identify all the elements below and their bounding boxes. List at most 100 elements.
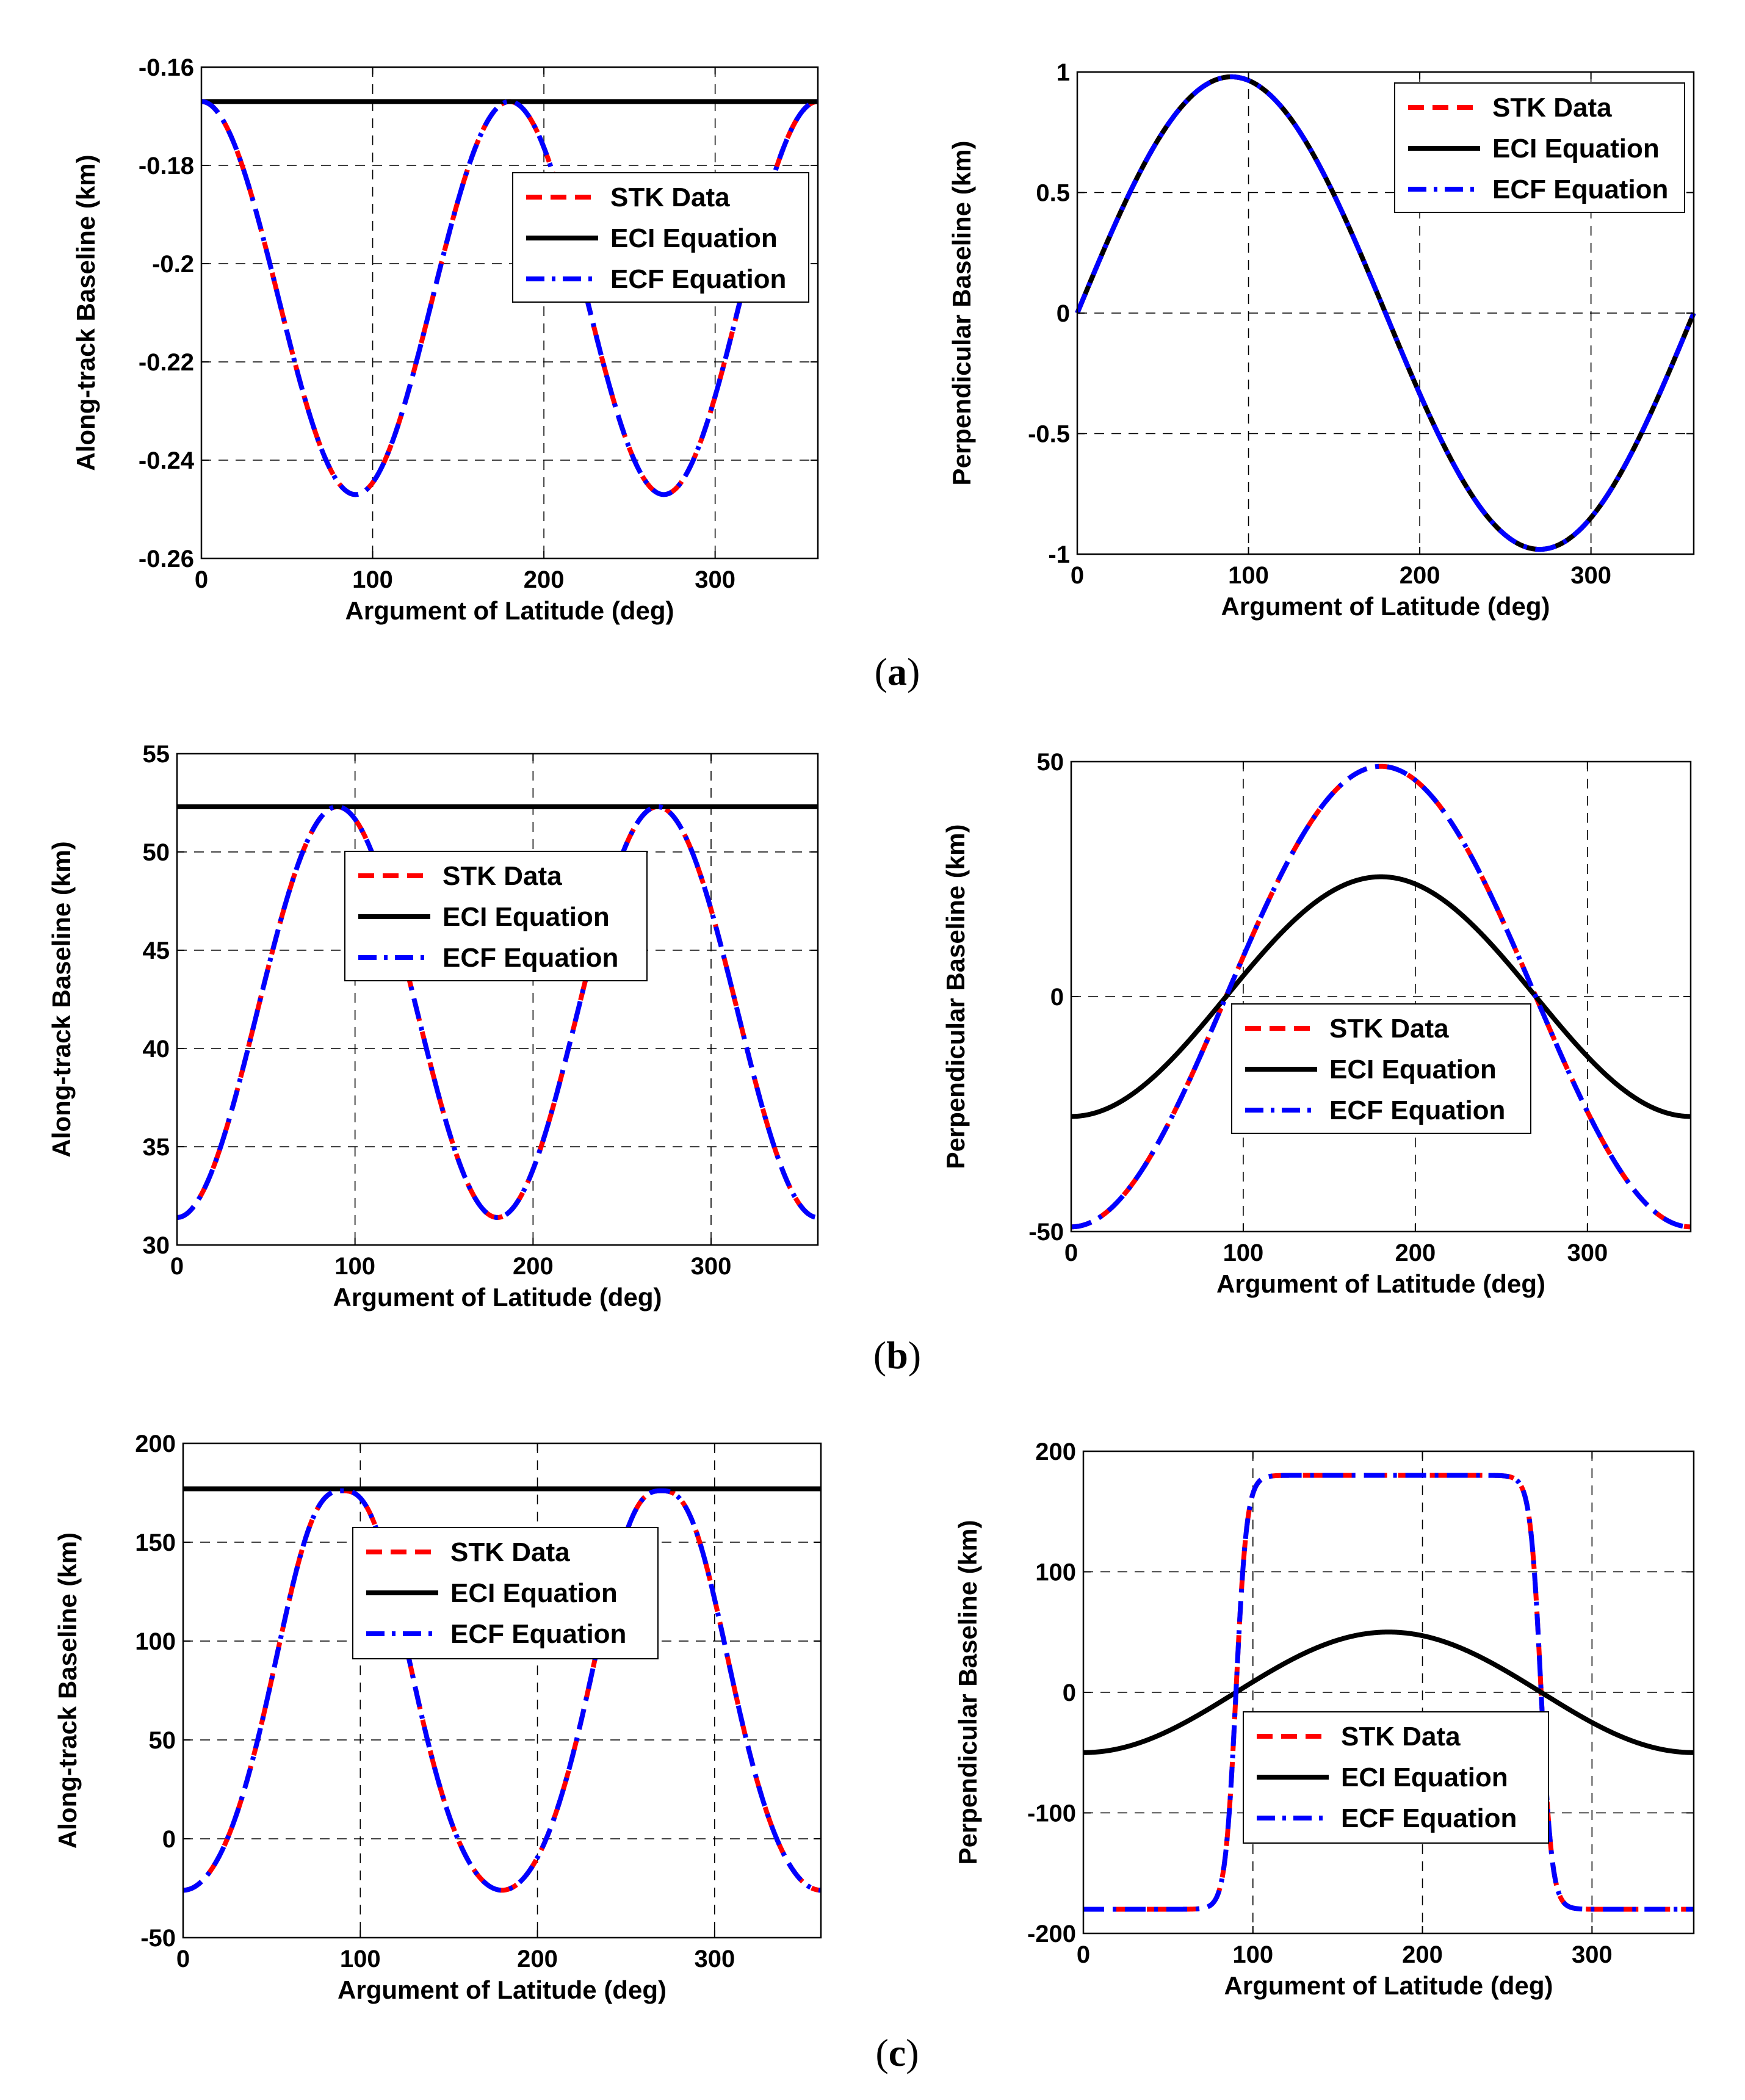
y-tick-label: -0.2: [152, 251, 194, 278]
x-tick-label: 300: [1570, 562, 1611, 589]
x-tick-label: 0: [1077, 1941, 1090, 1968]
chart-a-left: 0 100 200 300 -0.26 -0.24 -0.22 -0.2 -0.18 -0.16 A…: [71, 54, 820, 625]
series-line-ecf-equation: [1075, 74, 1696, 552]
x-axis-label: Argument of Latitude (deg): [333, 1283, 662, 1312]
y-axis-label: Perpendicular Baseline (km): [947, 141, 976, 486]
y-tick-label: 0: [1057, 300, 1070, 327]
legend: STK Data ECI Equation ECF Equation: [1243, 1711, 1549, 1844]
legend-label-ecf-equation: ECF Equation: [610, 264, 786, 294]
series-line-ecf-equation: [200, 99, 820, 497]
y-tick-label: -0.22: [139, 349, 194, 376]
plot-frame: [200, 66, 819, 560]
y-tick-label: -100: [1027, 1800, 1076, 1827]
chart-b-left: 0 100 200 300 30 35 40 45 50 55 Argument of Latitu…: [47, 741, 820, 1312]
y-tick-label: -200: [1027, 1921, 1076, 1947]
legend: STK Data ECI Equation ECF Equation: [352, 1527, 659, 1659]
caption-c: (c): [875, 2031, 919, 2074]
y-tick-label: -0.16: [139, 54, 194, 81]
caption-b: (b): [873, 1333, 921, 1377]
x-tick-label: 300: [1572, 1941, 1613, 1968]
legend-label-ecf-equation: ECF Equation: [1329, 1095, 1505, 1125]
x-tick-label: 300: [1567, 1239, 1608, 1266]
x-axis-label: Argument of Latitude (deg): [1224, 1971, 1553, 2000]
legend-label-ecf-equation: ECF Equation: [1341, 1803, 1517, 1833]
legend-label-stk-data: STK Data: [450, 1537, 570, 1567]
y-tick-label: 0.5: [1036, 180, 1070, 207]
y-tick-label: 55: [143, 741, 170, 768]
x-tick-label: 200: [524, 566, 565, 593]
x-axis-label: Argument of Latitude (deg): [345, 596, 674, 625]
charts-layer: 0 100 200 300-0.26-0.24-0.22-0.2-0.18-0.16A…: [47, 54, 1696, 2004]
y-axis-label: Perpendicular Baseline (km): [953, 1520, 982, 1865]
y-tick-label: 30: [143, 1232, 170, 1259]
x-tick-label: 200: [1402, 1941, 1443, 1968]
y-tick-label: 0: [1050, 984, 1064, 1011]
legend-label-eci-equation: ECI Equation: [610, 223, 778, 253]
chart-a-right: 0 100 200 300 -1 -0.5 0 0.5 1 Argument of Latitud…: [947, 59, 1696, 621]
x-tick-label: 100: [1232, 1941, 1273, 1968]
legend-label-eci-equation: ECI Equation: [443, 902, 610, 932]
legend-label-stk-data: STK Data: [1341, 1722, 1461, 1752]
y-tick-label: 0: [162, 1826, 176, 1853]
y-tick-label: -50: [140, 1925, 176, 1952]
x-axis-label: Argument of Latitude (deg): [338, 1976, 667, 2004]
y-tick-label: 200: [1035, 1438, 1076, 1465]
y-tick-label: 50: [1037, 749, 1064, 776]
series-line-eci-equation: [1069, 874, 1693, 1119]
y-tick-label: -50: [1028, 1219, 1064, 1246]
legend: STK Data ECI Equation ECF Equation: [344, 851, 648, 981]
x-tick-label: 100: [352, 566, 393, 593]
legend-label-eci-equation: ECI Equation: [1492, 134, 1660, 164]
y-tick-label: -0.24: [139, 447, 195, 474]
series-line-ecf-equation: [181, 1488, 823, 1893]
y-tick-label: -0.5: [1028, 421, 1070, 448]
chart-c-right: 0 100 200 300 -200 -100 0 100 200 Argument of Lat…: [953, 1438, 1696, 2000]
x-tick-label: 300: [694, 1946, 735, 1972]
plot-frame: [182, 1442, 822, 1939]
y-tick-label: 100: [135, 1628, 176, 1655]
x-tick-label: 0: [1064, 1239, 1078, 1266]
series-line-stk-data: [1069, 763, 1693, 1230]
y-tick-label: -0.26: [139, 546, 194, 572]
legend: STK Data ECI Equation ECF Equation: [1394, 82, 1685, 213]
legend-label-ecf-equation: ECF Equation: [450, 1619, 626, 1649]
series-line-ecf-equation: [1082, 1473, 1696, 1912]
plot-area: [183, 1443, 821, 1938]
plot-area: [201, 67, 818, 558]
x-tick-label: 200: [1400, 562, 1440, 589]
x-tick-label: 100: [334, 1253, 375, 1280]
plot-area: [177, 754, 818, 1245]
legend-label-stk-data: STK Data: [443, 861, 562, 891]
x-tick-label: 200: [513, 1253, 554, 1280]
x-tick-label: 100: [1228, 562, 1269, 589]
series-line-eci-equation: [1082, 1629, 1696, 1755]
legend-label-ecf-equation: ECF Equation: [443, 943, 618, 973]
x-axis-label: Argument of Latitude (deg): [1216, 1269, 1545, 1298]
x-tick-label: 100: [340, 1946, 381, 1972]
x-axis-label: Argument of Latitude (deg): [1221, 592, 1550, 621]
y-tick-label: 1: [1057, 59, 1070, 86]
legend-label-eci-equation: ECI Equation: [1329, 1055, 1497, 1084]
y-tick-label: -1: [1048, 541, 1070, 568]
y-tick-label: 35: [143, 1134, 170, 1161]
legend-label-ecf-equation: ECF Equation: [1492, 175, 1668, 204]
x-tick-label: 300: [691, 1253, 732, 1280]
y-tick-label: 150: [135, 1529, 176, 1556]
x-tick-label: 200: [517, 1946, 558, 1972]
y-tick-label: -0.18: [139, 153, 194, 179]
x-tick-label: 0: [170, 1253, 184, 1280]
plot-frame: [176, 752, 819, 1246]
legend-label-stk-data: STK Data: [1329, 1014, 1449, 1044]
y-axis-label: Along-track Baseline (km): [47, 841, 76, 1157]
y-axis-label: Along-track Baseline (km): [53, 1532, 82, 1849]
y-axis-label: Along-track Baseline (km): [71, 154, 100, 471]
legend: STK Data ECI Equation ECF Equation: [512, 172, 809, 303]
caption-a: (a): [875, 650, 920, 693]
y-tick-label: 0: [1063, 1680, 1076, 1706]
x-tick-label: 200: [1395, 1239, 1436, 1266]
legend-label-eci-equation: ECI Equation: [1341, 1763, 1508, 1792]
legend-label-stk-data: STK Data: [1492, 93, 1612, 123]
